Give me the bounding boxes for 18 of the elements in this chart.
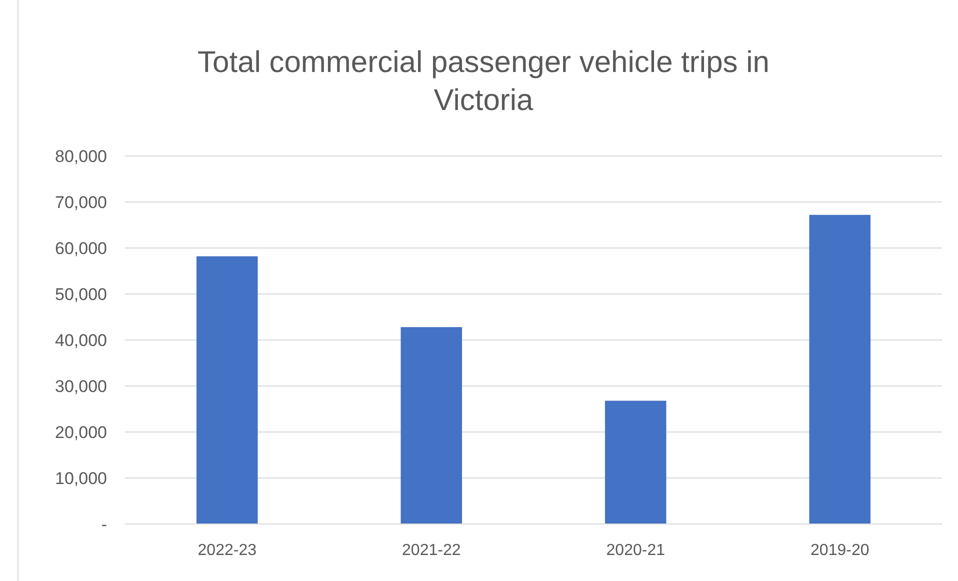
x-tick-label: 2019-20 xyxy=(810,542,870,559)
bar xyxy=(604,400,666,524)
bar xyxy=(196,256,258,524)
y-tick-label: 80,000 xyxy=(55,146,107,166)
x-tick-label: 2020-21 xyxy=(606,542,666,559)
chart-title: Total commercial passenger vehicle trips in Victoria xyxy=(198,46,770,117)
bar xyxy=(809,214,871,524)
y-tick-label: - xyxy=(101,514,107,534)
y-tick-label: 10,000 xyxy=(55,468,107,488)
x-tick-label: 2022-23 xyxy=(198,542,257,559)
y-tick-label: 30,000 xyxy=(55,376,107,396)
y-tick-label: 70,000 xyxy=(55,192,107,212)
y-tick-label: 20,000 xyxy=(55,422,107,442)
y-tick-label: 40,000 xyxy=(55,330,107,350)
x-tick-label: 2021-22 xyxy=(402,542,461,559)
y-tick-label: 50,000 xyxy=(55,284,107,304)
y-tick-label: 60,000 xyxy=(55,238,107,258)
bar xyxy=(400,327,462,524)
